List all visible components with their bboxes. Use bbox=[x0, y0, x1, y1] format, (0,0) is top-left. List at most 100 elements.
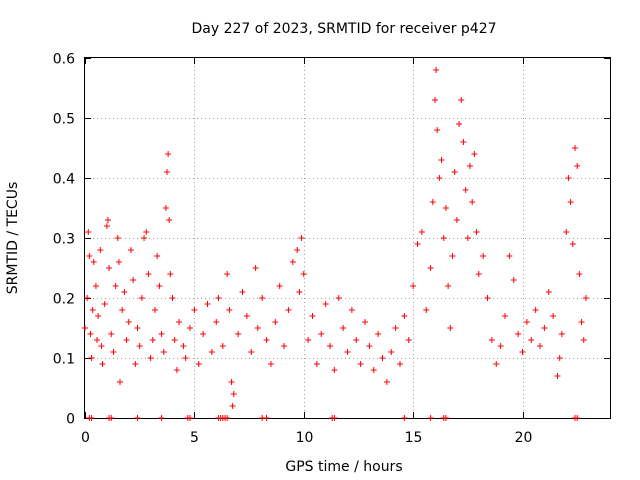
data-point bbox=[460, 139, 467, 145]
data-point bbox=[541, 325, 548, 331]
data-point bbox=[281, 343, 288, 349]
data-point bbox=[97, 247, 104, 253]
data-point bbox=[110, 349, 117, 355]
data-point bbox=[436, 175, 443, 181]
data-point bbox=[101, 301, 108, 307]
data-point bbox=[117, 379, 123, 385]
data-point bbox=[427, 265, 434, 271]
data-point bbox=[182, 355, 189, 361]
x-tick-label: 20 bbox=[515, 430, 533, 446]
data-point bbox=[195, 361, 202, 367]
x-axis-label: GPS time / hours bbox=[285, 459, 402, 475]
data-point bbox=[143, 229, 150, 235]
data-point bbox=[556, 355, 563, 361]
data-point bbox=[171, 337, 178, 343]
data-point bbox=[98, 343, 105, 349]
data-point bbox=[125, 319, 132, 325]
data-point bbox=[104, 217, 111, 223]
data-point bbox=[134, 325, 141, 331]
chart-title: Day 227 of 2023, SRMTID for receiver p42… bbox=[191, 21, 496, 37]
data-point bbox=[550, 313, 557, 319]
data-point bbox=[537, 343, 543, 349]
data-point bbox=[230, 391, 237, 397]
y-tick-label: 0.6 bbox=[53, 52, 75, 68]
data-point bbox=[180, 343, 187, 349]
data-point bbox=[449, 253, 456, 259]
data-point bbox=[480, 253, 487, 259]
data-point bbox=[580, 337, 587, 343]
data-point bbox=[90, 259, 97, 265]
baseline-point bbox=[158, 415, 165, 421]
data-point bbox=[294, 247, 301, 253]
data-point bbox=[414, 241, 421, 247]
data-point bbox=[263, 337, 270, 343]
data-point bbox=[464, 235, 471, 241]
data-point bbox=[228, 379, 235, 385]
data-point bbox=[296, 289, 303, 295]
data-point bbox=[493, 361, 500, 367]
data-point bbox=[289, 259, 296, 265]
data-point bbox=[305, 337, 312, 343]
data-point bbox=[285, 307, 292, 313]
data-point bbox=[99, 361, 106, 367]
baseline-point bbox=[187, 415, 193, 421]
data-point bbox=[313, 361, 320, 367]
baseline-point bbox=[224, 415, 231, 421]
data-point bbox=[156, 283, 163, 289]
data-point bbox=[447, 325, 454, 331]
data-point bbox=[344, 349, 351, 355]
data-point bbox=[429, 199, 436, 205]
data-point bbox=[200, 331, 207, 337]
data-point bbox=[353, 337, 360, 343]
data-point bbox=[432, 97, 438, 103]
data-point bbox=[138, 295, 145, 301]
x-tick-label: 0 bbox=[81, 430, 90, 446]
data-point bbox=[215, 295, 222, 301]
data-point bbox=[433, 67, 440, 73]
data-point bbox=[108, 331, 115, 337]
data-point bbox=[164, 169, 171, 175]
data-point bbox=[158, 331, 165, 337]
data-point bbox=[145, 271, 152, 277]
data-point bbox=[204, 301, 211, 307]
data-point bbox=[471, 151, 478, 157]
data-point bbox=[565, 175, 572, 181]
data-point bbox=[84, 295, 91, 301]
data-point bbox=[226, 307, 233, 313]
data-point bbox=[362, 319, 368, 325]
data-point bbox=[94, 337, 101, 343]
y-tick-label: 0.4 bbox=[53, 172, 75, 188]
data-point bbox=[532, 307, 539, 313]
data-point bbox=[383, 379, 390, 385]
data-point bbox=[121, 289, 128, 295]
data-point bbox=[327, 343, 333, 349]
data-point bbox=[348, 307, 355, 313]
data-point bbox=[322, 301, 329, 307]
data-point bbox=[558, 331, 565, 337]
data-point bbox=[357, 361, 364, 367]
data-point bbox=[88, 355, 95, 361]
data-point bbox=[451, 169, 458, 175]
data-point bbox=[569, 241, 576, 247]
data-point bbox=[554, 373, 561, 379]
data-point bbox=[572, 145, 578, 151]
data-point bbox=[167, 271, 174, 277]
data-point bbox=[370, 367, 377, 373]
data-point bbox=[165, 151, 172, 157]
grid-layer bbox=[85, 58, 610, 418]
data-point bbox=[166, 217, 173, 223]
data-point bbox=[300, 271, 307, 277]
data-point bbox=[462, 187, 469, 193]
data-point bbox=[469, 199, 476, 205]
data-point bbox=[187, 325, 193, 331]
data-point bbox=[545, 289, 552, 295]
y-tick-label: 0.5 bbox=[53, 112, 75, 128]
data-point bbox=[418, 229, 425, 235]
data-point bbox=[442, 205, 449, 211]
data-point bbox=[82, 325, 88, 331]
data-point bbox=[86, 253, 93, 259]
data-point bbox=[127, 247, 134, 253]
baseline-point bbox=[401, 415, 408, 421]
baseline-point bbox=[574, 415, 581, 421]
